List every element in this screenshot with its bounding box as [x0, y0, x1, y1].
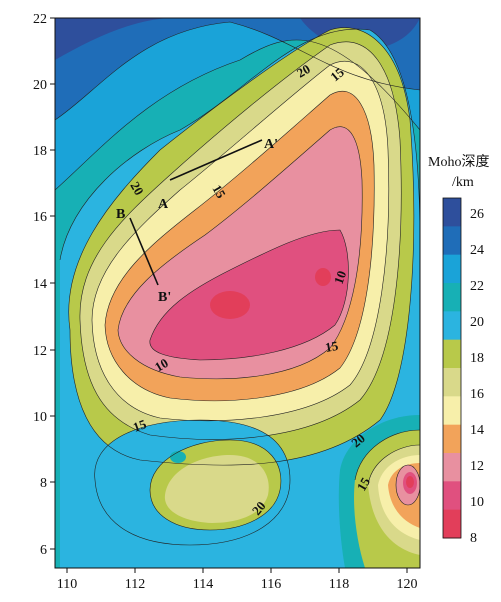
contour-map [55, 18, 420, 568]
y-tick-label: 12 [33, 344, 47, 359]
legend-swatch [443, 453, 461, 482]
contour-label: 20 [127, 179, 146, 198]
legend-label: 20 [470, 315, 484, 330]
legend-label: 16 [470, 387, 484, 402]
y-tick-label: 18 [33, 144, 47, 159]
x-tick-label: 110 [57, 577, 77, 592]
legend-label: 14 [470, 423, 484, 438]
y-tick-label: 16 [33, 210, 47, 225]
legend-swatch [443, 368, 461, 397]
y-tick-label: 8 [40, 476, 47, 491]
legend: Moho深度 /km 26 24 22 20 18 16 14 12 10 8 [428, 154, 489, 546]
southeast-high-core [406, 476, 414, 488]
legend-swatch [443, 424, 461, 454]
x-tick-label: 114 [193, 577, 213, 592]
legend-label: 22 [470, 279, 484, 294]
legend-swatch [443, 481, 461, 511]
profile-b-prime-label: B' [158, 290, 171, 305]
legend-swatches: 26 24 22 20 18 16 14 12 10 8 [442, 197, 484, 546]
band-6 [149, 230, 349, 360]
legend-label: 12 [470, 459, 484, 474]
legend-label: 10 [470, 495, 484, 510]
x-tick-label: 112 [125, 577, 145, 592]
profile-line-a [169, 139, 263, 181]
x-tick-label: 116 [261, 577, 281, 592]
legend-label: 26 [470, 207, 484, 222]
contour-lines [55, 21, 420, 546]
y-tick-label: 20 [33, 78, 47, 93]
x-tick-label: 118 [329, 577, 349, 592]
legend-swatch [443, 396, 461, 426]
contour-label: 15 [324, 338, 340, 355]
legend-title: Moho深度 [428, 154, 489, 170]
contour-label: 10 [331, 269, 350, 286]
legend-swatch [443, 283, 461, 312]
legend-swatch [443, 198, 461, 227]
x-axis: 110 112 114 116 118 120 [57, 568, 418, 592]
band-core-east [315, 268, 331, 286]
y-tick-label: 14 [33, 277, 47, 292]
x-tick-label: 120 [397, 577, 418, 592]
legend-unit: /km [452, 175, 474, 190]
legend-swatch [443, 254, 461, 284]
southern-basin-inner [164, 455, 269, 523]
southern-basin-dot [170, 451, 186, 463]
map-frame [54, 17, 421, 569]
legend-label: 24 [470, 243, 484, 258]
band-core-west [210, 291, 250, 319]
contour-label: 20 [294, 61, 313, 80]
profile-lines: A A' B B' [116, 137, 278, 305]
y-axis: 22 20 18 16 14 12 10 8 6 [33, 12, 55, 558]
y-tick-label: 6 [40, 543, 47, 558]
profile-a-prime-label: A' [264, 137, 278, 152]
legend-swatch [443, 226, 461, 256]
legend-swatch [443, 339, 461, 369]
legend-label: 18 [470, 351, 484, 366]
contour-label: 15 [131, 416, 149, 435]
legend-label: 8 [470, 531, 477, 546]
profile-line-b [129, 217, 159, 286]
profile-b-label: B [116, 207, 125, 222]
contour-label: 10 [152, 355, 171, 374]
legend-frame [442, 197, 462, 539]
y-tick-label: 10 [33, 410, 47, 425]
legend-swatch [443, 311, 461, 341]
y-tick-label: 22 [33, 12, 47, 27]
profile-a-label: A [158, 197, 169, 212]
legend-swatch [443, 509, 461, 539]
